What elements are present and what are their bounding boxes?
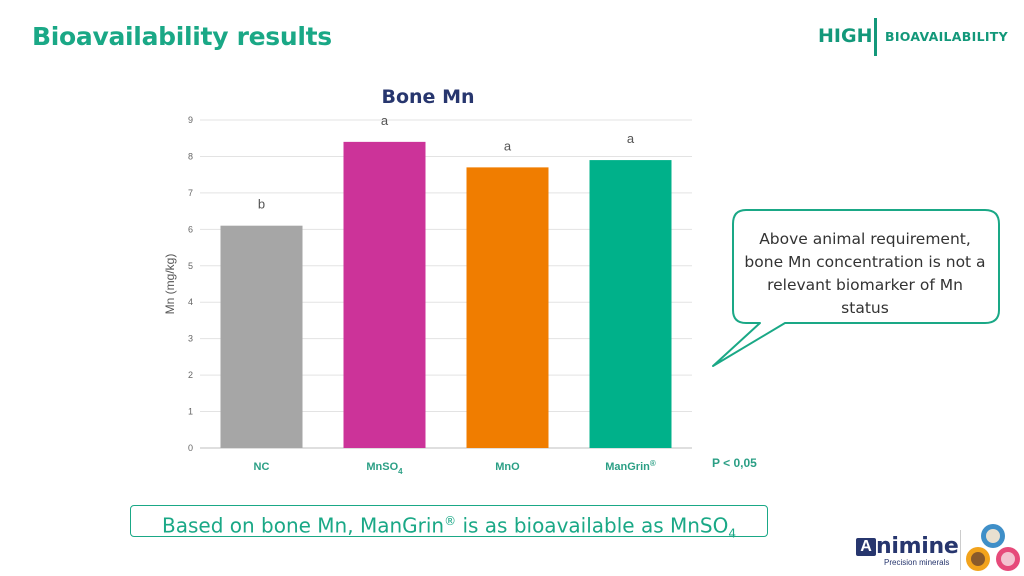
brand-high: HIGH [818, 25, 873, 47]
significance-letter: a [627, 131, 635, 146]
y-tick-label: 0 [188, 443, 193, 453]
brand-bioavailability: BIOAVAILABILITY [885, 29, 1008, 44]
y-tick-label: 4 [188, 297, 193, 307]
y-tick-labels: 0 1 2 3 4 5 6 7 8 9 [188, 115, 193, 453]
callout-bubble [712, 209, 1000, 367]
significance-letter: a [381, 113, 389, 128]
x-tick-label: ManGrin® [605, 459, 656, 473]
y-tick-label: 8 [188, 151, 193, 161]
bar [466, 167, 549, 448]
conclusion-text-a: Based on bone Mn, ManGrin [162, 513, 445, 538]
animal-icons [966, 524, 1020, 571]
y-tick-label: 1 [188, 407, 193, 417]
logo-separator [960, 530, 961, 570]
x-tick-label: NC [254, 461, 270, 473]
y-tick-label: 3 [188, 334, 193, 344]
significance-letter: a [504, 138, 512, 153]
x-tick-label: MnO [495, 461, 520, 473]
p-value: P < 0,05 [712, 456, 757, 470]
significance-letter: b [258, 197, 265, 212]
conclusion-text-b: is as bioavailable as MnSO [456, 513, 729, 538]
bar [343, 141, 426, 448]
logo-word: nimine [876, 534, 959, 559]
y-tick-label: 9 [188, 115, 193, 125]
bars [220, 141, 672, 449]
y-tick-label: 5 [188, 261, 193, 271]
slide-title: Bioavailability results [32, 22, 332, 51]
y-axis-label: Mn (mg/kg) [163, 254, 177, 315]
significance-letters: b a a a [258, 113, 635, 212]
conclusion-registered: ® [444, 514, 457, 528]
conclusion-box: Based on bone Mn, ManGrin® is as bioavai… [130, 505, 768, 541]
brand-divider [874, 18, 877, 56]
bar [220, 225, 303, 448]
x-tick-label: MnSO4 [366, 461, 403, 476]
logo-tagline: Precision minerals [884, 558, 950, 567]
y-tick-label: 2 [188, 370, 193, 380]
bar [589, 160, 672, 449]
y-tick-label: 6 [188, 224, 193, 234]
y-tick-label: 7 [188, 188, 193, 198]
logo-mark: A [856, 538, 876, 556]
conclusion-subscript: 4 [728, 526, 736, 541]
x-tick-labels: NC MnSO4 MnO ManGrin® [254, 459, 656, 476]
callout-text: Above animal requirement, bone Mn concen… [744, 230, 986, 317]
chart-title: Bone Mn [382, 86, 475, 108]
